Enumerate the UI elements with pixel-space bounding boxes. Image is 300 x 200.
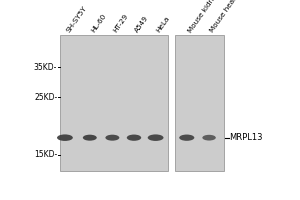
Text: HL-60: HL-60 (90, 13, 107, 34)
Text: SH-SY5Y: SH-SY5Y (65, 5, 88, 34)
Ellipse shape (105, 135, 119, 141)
Text: A549: A549 (134, 15, 150, 34)
Text: MRPL13: MRPL13 (230, 133, 263, 142)
Ellipse shape (83, 135, 97, 141)
Text: HeLa: HeLa (156, 16, 171, 34)
Text: Mouse heart: Mouse heart (209, 0, 240, 34)
Ellipse shape (57, 134, 73, 141)
Text: 25KD-: 25KD- (34, 93, 57, 102)
Text: HT-29: HT-29 (112, 13, 129, 34)
Bar (175, 35, 224, 171)
Ellipse shape (127, 135, 141, 141)
Text: 15KD-: 15KD- (34, 150, 57, 159)
Ellipse shape (148, 134, 164, 141)
Ellipse shape (179, 135, 194, 141)
Ellipse shape (202, 135, 216, 141)
Text: 35KD-: 35KD- (34, 63, 57, 72)
Bar (60, 35, 168, 171)
Text: Mouse kidney: Mouse kidney (187, 0, 220, 34)
